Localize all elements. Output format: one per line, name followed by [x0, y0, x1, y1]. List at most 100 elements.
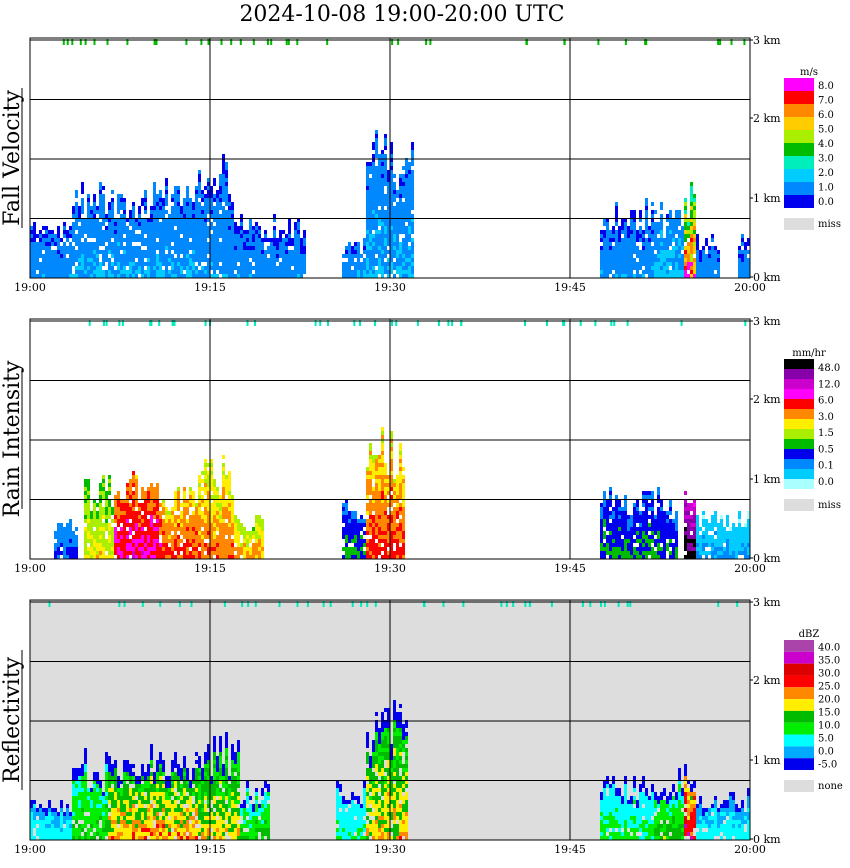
echo-cell	[210, 475, 213, 479]
echo-cell	[141, 531, 144, 535]
echo-cell	[87, 515, 90, 519]
echo-cell	[210, 226, 213, 230]
echo-cell	[225, 266, 228, 270]
echo-cell	[387, 531, 390, 535]
echo-cell	[609, 246, 612, 250]
echo-cell	[99, 784, 102, 788]
echo-cell	[129, 246, 132, 250]
echo-cell	[369, 479, 372, 483]
echo-cell	[141, 507, 144, 511]
echo-cell	[240, 527, 243, 531]
echo-cell	[612, 238, 615, 242]
echo-cell	[387, 198, 390, 202]
echo-cell	[219, 543, 222, 547]
echo-cell	[210, 202, 213, 206]
echo-cell	[609, 250, 612, 254]
echo-cell	[84, 507, 87, 511]
echo-cell	[645, 539, 648, 543]
echo-cell	[366, 483, 369, 487]
echo-cell	[663, 531, 666, 535]
echo-cell	[183, 226, 186, 230]
echo-cell	[690, 198, 693, 202]
echo-cell	[105, 788, 108, 792]
echo-cell	[258, 246, 261, 250]
echo-cell	[84, 250, 87, 254]
echo-cell	[195, 507, 198, 511]
echo-cell	[384, 515, 387, 519]
echo-cell	[135, 539, 138, 543]
echo-cell	[219, 246, 222, 250]
echo-cell	[237, 266, 240, 270]
echo-cell	[105, 784, 108, 788]
echo-cell	[390, 451, 393, 455]
echo-cell	[387, 202, 390, 206]
echo-cell	[132, 206, 135, 210]
echo-cell	[648, 495, 651, 499]
echo-cell	[222, 162, 225, 166]
echo-cell	[123, 519, 126, 523]
echo-cell	[411, 230, 414, 234]
echo-cell	[375, 499, 378, 503]
echo-cell	[162, 270, 165, 274]
echo-cell	[84, 515, 87, 519]
echo-cell	[141, 543, 144, 547]
echo-cell	[90, 812, 93, 816]
echo-cell	[363, 539, 366, 543]
noise-speck	[680, 320, 683, 326]
echo-cell	[66, 535, 69, 539]
echo-cell	[108, 511, 111, 515]
echo-cell	[219, 503, 222, 507]
echo-cell	[171, 226, 174, 230]
echo-cell	[174, 218, 177, 222]
echo-cell	[618, 511, 621, 515]
echo-cell	[183, 266, 186, 270]
echo-cell	[72, 812, 75, 816]
echo-cell	[684, 234, 687, 238]
echo-cell	[375, 186, 378, 190]
echo-cell	[684, 555, 687, 559]
echo-cell	[378, 154, 381, 158]
echo-cell	[126, 503, 129, 507]
echo-cell	[285, 274, 288, 278]
echo-cell	[618, 242, 621, 246]
echo-cell	[258, 543, 261, 547]
echo-cell	[225, 547, 228, 551]
echo-cell	[372, 194, 375, 198]
echo-cell	[216, 507, 219, 511]
echo-cell	[99, 808, 102, 812]
echo-cell	[78, 270, 81, 274]
echo-cell	[177, 535, 180, 539]
noise-speck	[326, 39, 329, 45]
echo-cell	[663, 551, 666, 555]
echo-cell	[192, 234, 195, 238]
echo-cell	[60, 828, 63, 832]
y-tick-label: 3 km	[753, 315, 781, 328]
echo-cell	[642, 535, 645, 539]
echo-cell	[252, 527, 255, 531]
echo-cell	[249, 551, 252, 555]
echo-cell	[366, 254, 369, 258]
echo-cell	[372, 210, 375, 214]
echo-cell	[168, 258, 171, 262]
echo-cell	[615, 503, 618, 507]
echo-cell	[132, 274, 135, 278]
echo-cell	[366, 258, 369, 262]
echo-cell	[150, 527, 153, 531]
echo-cell	[738, 246, 741, 250]
noise-speck	[327, 320, 329, 326]
echo-cell	[108, 246, 111, 250]
echo-cell	[33, 246, 36, 250]
echo-cell	[636, 262, 639, 266]
echo-cell	[408, 230, 411, 234]
echo-cell	[606, 511, 609, 515]
echo-cell	[30, 230, 33, 234]
echo-cell	[615, 250, 618, 254]
echo-cell	[684, 503, 687, 507]
echo-cell	[606, 242, 609, 246]
echo-cell	[387, 543, 390, 547]
echo-cell	[606, 539, 609, 543]
echo-cell	[99, 190, 102, 194]
echo-cell	[228, 543, 231, 547]
echo-cell	[69, 270, 72, 274]
echo-cell	[192, 539, 195, 543]
